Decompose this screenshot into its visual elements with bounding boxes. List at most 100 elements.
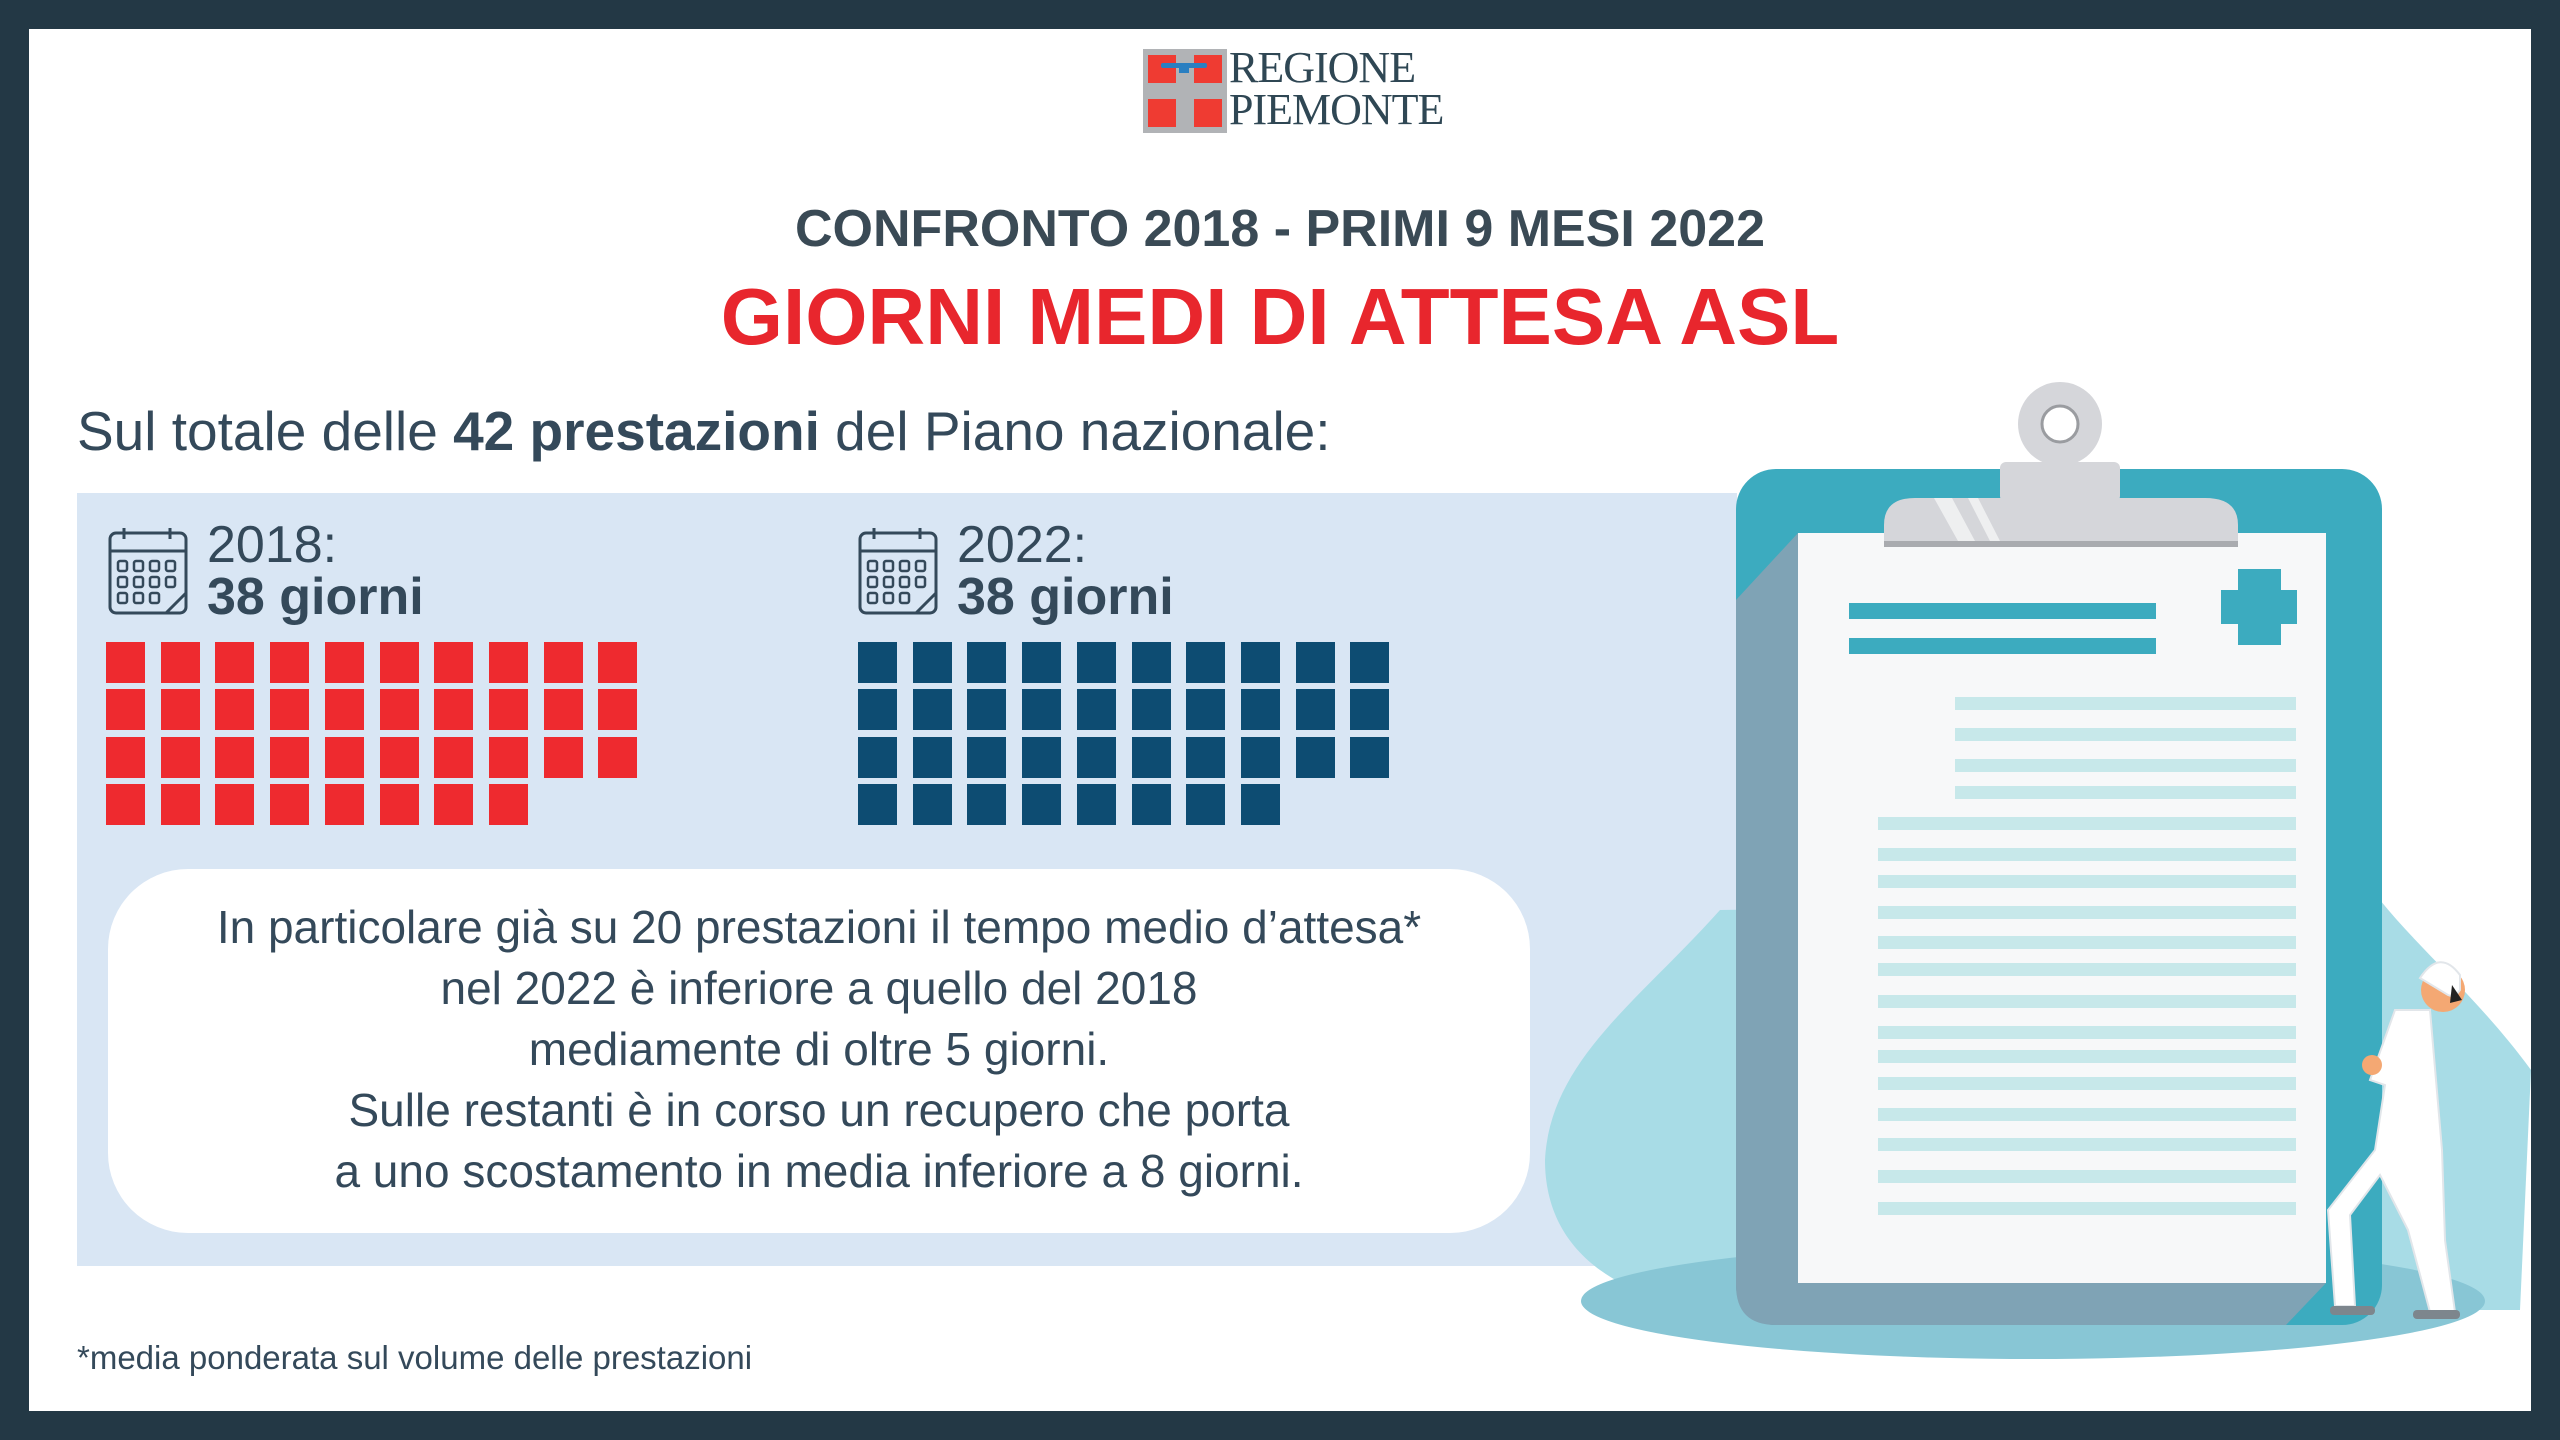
logo-text: REGIONE PIEMONTE bbox=[1229, 43, 1444, 134]
day-square bbox=[1022, 736, 1062, 778]
paper-line bbox=[1878, 906, 2296, 919]
note-line: In particolare già su 20 prestazioni il … bbox=[216, 901, 1422, 953]
clipboard-paper bbox=[1798, 533, 2326, 1283]
day-square bbox=[324, 783, 364, 825]
days-label-2018: 38 giorni bbox=[207, 568, 424, 626]
day-square bbox=[967, 642, 1007, 683]
day-square bbox=[543, 736, 583, 778]
day-square bbox=[1350, 736, 1390, 778]
day-square bbox=[858, 736, 897, 778]
day-square bbox=[912, 642, 952, 683]
day-square bbox=[488, 689, 528, 731]
day-square bbox=[1131, 642, 1171, 683]
paper-line bbox=[1878, 963, 2296, 976]
paper-line bbox=[1878, 1170, 2296, 1183]
day-square bbox=[379, 689, 419, 731]
day-square bbox=[1186, 689, 1226, 731]
paper-line bbox=[1955, 759, 2296, 772]
day-square bbox=[912, 736, 952, 778]
day-square bbox=[598, 736, 638, 778]
day-square bbox=[858, 689, 897, 731]
page-title: GIORNI MEDI DI ATTESA ASL bbox=[720, 272, 1840, 361]
day-square bbox=[488, 736, 528, 778]
day-square bbox=[324, 642, 364, 683]
day-square bbox=[106, 689, 145, 731]
subtitle: CONFRONTO 2018 - PRIMI 9 MESI 2022 bbox=[795, 200, 1765, 258]
day-square bbox=[1240, 642, 1280, 683]
day-square bbox=[488, 783, 528, 825]
days-label-2022: 38 giorni bbox=[957, 568, 1174, 626]
footnote: *media ponderata sul volume delle presta… bbox=[77, 1339, 753, 1376]
paper-line bbox=[1878, 817, 2296, 830]
day-square bbox=[1240, 736, 1280, 778]
day-square bbox=[106, 783, 145, 825]
day-square bbox=[1295, 642, 1335, 683]
day-square bbox=[1186, 783, 1226, 825]
day-square bbox=[1076, 736, 1116, 778]
calendar-icon bbox=[858, 528, 938, 615]
paper-line bbox=[1878, 936, 2296, 949]
year-label-2022: 2022: bbox=[957, 516, 1088, 574]
medical-cross-icon bbox=[2221, 569, 2297, 645]
day-square bbox=[1131, 783, 1171, 825]
day-square bbox=[324, 689, 364, 731]
infographic: REGIONE PIEMONTE CONFRONTO 2018 - PRIMI … bbox=[29, 29, 2531, 1411]
day-square bbox=[1295, 736, 1335, 778]
day-square bbox=[912, 689, 952, 731]
day-square bbox=[1076, 642, 1116, 683]
logo-line-1: REGIONE bbox=[1229, 43, 1416, 92]
year-2018-block: 2018: 38 giorni bbox=[207, 519, 424, 623]
paper-line bbox=[1878, 1138, 2296, 1151]
board-shadow bbox=[1736, 533, 2326, 1325]
intro-text: Sul totale delle 42 prestazioni del Pian… bbox=[77, 399, 1331, 463]
day-square bbox=[1022, 642, 1062, 683]
day-square bbox=[215, 689, 255, 731]
day-square bbox=[1350, 689, 1390, 731]
note-box: In particolare già su 20 prestazioni il … bbox=[108, 869, 1530, 1233]
intro-before: Sul totale delle bbox=[77, 400, 454, 462]
paper-line bbox=[1878, 1077, 2296, 1090]
day-square bbox=[1240, 689, 1280, 731]
clipboard-clip bbox=[1884, 498, 2238, 547]
note-line: mediamente di oltre 5 giorni. bbox=[528, 1023, 1110, 1075]
paper-line bbox=[1955, 786, 2296, 799]
day-square bbox=[379, 642, 419, 683]
day-square bbox=[106, 736, 145, 778]
year-2022-block: 2022: 38 giorni bbox=[957, 519, 1174, 623]
paper-line bbox=[1878, 1026, 2296, 1039]
day-square bbox=[160, 642, 200, 683]
day-square bbox=[270, 783, 310, 825]
year-label-2018: 2018: bbox=[207, 516, 338, 574]
regione-piemonte-logo bbox=[1143, 49, 1227, 133]
day-square bbox=[215, 736, 255, 778]
paper-line bbox=[1878, 848, 2296, 861]
paper-line bbox=[1955, 728, 2296, 741]
day-square bbox=[270, 736, 310, 778]
note-line: Sulle restanti è in corso un recupero ch… bbox=[348, 1084, 1290, 1136]
note-line: a uno scostamento in media inferiore a 8… bbox=[334, 1145, 1304, 1197]
logo-line-2: PIEMONTE bbox=[1229, 85, 1444, 134]
day-square bbox=[160, 689, 200, 731]
day-square bbox=[160, 736, 200, 778]
day-square bbox=[270, 642, 310, 683]
day-square bbox=[967, 689, 1007, 731]
day-square bbox=[324, 736, 364, 778]
day-square bbox=[270, 689, 310, 731]
day-square bbox=[379, 736, 419, 778]
day-square bbox=[1022, 783, 1062, 825]
day-square bbox=[858, 783, 897, 825]
day-square bbox=[1022, 689, 1062, 731]
day-square bbox=[1240, 783, 1280, 825]
day-square bbox=[215, 642, 255, 683]
day-square bbox=[106, 642, 145, 683]
day-square bbox=[598, 642, 638, 683]
day-square bbox=[379, 783, 419, 825]
day-square bbox=[858, 642, 897, 683]
day-square bbox=[215, 783, 255, 825]
day-square bbox=[543, 642, 583, 683]
day-square bbox=[434, 642, 474, 683]
nurse-figure bbox=[2326, 961, 2465, 1319]
paper-line bbox=[1878, 995, 2296, 1008]
paper-line bbox=[1878, 1108, 2296, 1121]
day-square bbox=[1295, 689, 1335, 731]
